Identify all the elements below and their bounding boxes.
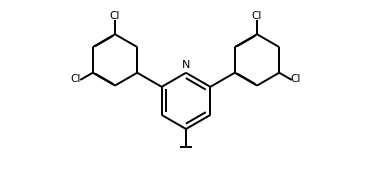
Text: Cl: Cl [291,74,301,84]
Text: Cl: Cl [71,74,81,84]
Text: N: N [182,60,190,70]
Text: Cl: Cl [110,11,120,21]
Text: Cl: Cl [252,11,262,21]
